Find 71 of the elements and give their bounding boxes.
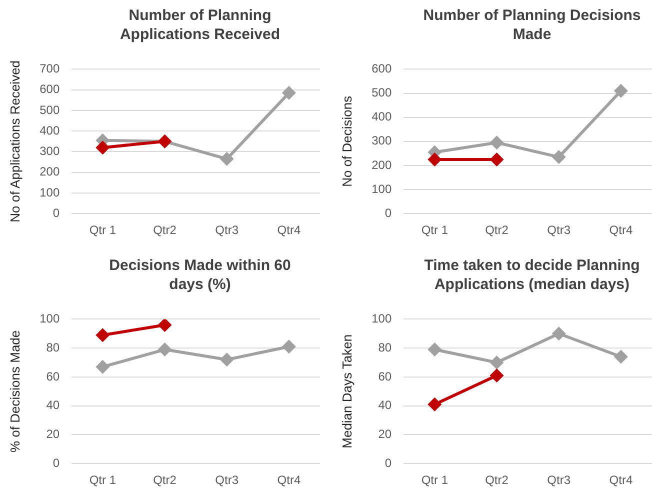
x-tick-label: Qtr2	[153, 223, 177, 238]
y-tick-label: 400	[372, 110, 392, 124]
x-tick-label: Qtr 1	[421, 473, 448, 488]
y-tick-label: 100	[40, 185, 60, 200]
y-axis-title: % of Decisions Made	[7, 330, 22, 452]
x-tick-label: Qtr 1	[421, 223, 448, 238]
x-tick-label: Qtr2	[485, 223, 509, 238]
point	[96, 328, 110, 342]
point	[428, 397, 442, 412]
point	[490, 356, 504, 370]
x-tick-label: Qtr2	[153, 473, 177, 488]
y-tick-label: 100	[40, 312, 60, 326]
point	[282, 86, 296, 100]
point	[428, 152, 442, 166]
point	[220, 352, 234, 367]
y-tick-label: 600	[40, 82, 60, 96]
y-tick-label: 80	[378, 340, 392, 354]
x-tick-label: Qtr 1	[89, 473, 116, 488]
y-tick-label: 200	[372, 158, 392, 172]
y-tick-label: 300	[40, 144, 60, 158]
point	[552, 150, 566, 164]
x-tick-label: Qtr 1	[89, 223, 116, 238]
x-tick-label: Qtr3	[215, 473, 239, 488]
y-tick-label: 0	[384, 206, 392, 220]
point	[220, 152, 234, 166]
point	[614, 84, 628, 98]
y-tick-label: 100	[372, 182, 392, 196]
y-tick-label: 400	[40, 123, 60, 138]
y-tick-label: 20	[46, 427, 60, 442]
y-tick-label: 0	[52, 206, 60, 220]
x-tick-label: Qtr4	[277, 473, 301, 488]
y-tick-label: 600	[372, 62, 392, 76]
y-axis-title: No of Applications Received	[7, 60, 22, 222]
point	[96, 360, 110, 374]
chart-title: Time taken to decide Planning Applications (median days)	[423, 256, 641, 294]
x-tick-label: Qtr4	[609, 223, 633, 238]
point	[282, 340, 296, 354]
y-tick-label: 40	[46, 398, 60, 412]
y-tick-label: 60	[378, 369, 392, 384]
y-tick-label: 0	[384, 456, 392, 470]
point	[428, 342, 442, 357]
x-tick-label: Qtr3	[547, 223, 571, 238]
chart-title: Number of Planning Applications Received	[118, 6, 282, 44]
x-tick-label: Qtr4	[609, 473, 633, 488]
y-axis-title: Median Days Taken	[339, 334, 354, 448]
x-tick-label: Qtr4	[277, 223, 301, 238]
chart-title: Number of Planning Decisions Made	[422, 6, 642, 44]
point	[158, 342, 172, 357]
y-tick-label: 500	[40, 102, 60, 117]
y-tick-label: 80	[46, 340, 60, 354]
chart-title: Decisions Made within 60 days (%)	[108, 256, 292, 294]
point	[614, 350, 628, 364]
point	[96, 140, 110, 155]
y-tick-label: 0	[52, 456, 60, 470]
point	[158, 319, 172, 332]
y-axis-title: No of Decisions	[339, 95, 354, 187]
point	[552, 326, 566, 341]
x-tick-label: Qtr3	[547, 473, 571, 488]
x-tick-label: Qtr3	[215, 223, 239, 238]
point	[490, 136, 504, 150]
y-tick-label: 100	[372, 312, 392, 326]
point	[490, 152, 504, 166]
y-tick-label: 300	[372, 134, 392, 148]
x-tick-label: Qtr2	[485, 473, 509, 488]
point	[490, 368, 504, 383]
y-tick-label: 40	[378, 398, 392, 412]
y-tick-label: 20	[378, 427, 392, 442]
y-tick-label: 60	[46, 369, 60, 384]
y-tick-label: 200	[40, 164, 60, 179]
y-tick-label: 500	[372, 86, 392, 100]
y-tick-label: 700	[40, 62, 60, 76]
